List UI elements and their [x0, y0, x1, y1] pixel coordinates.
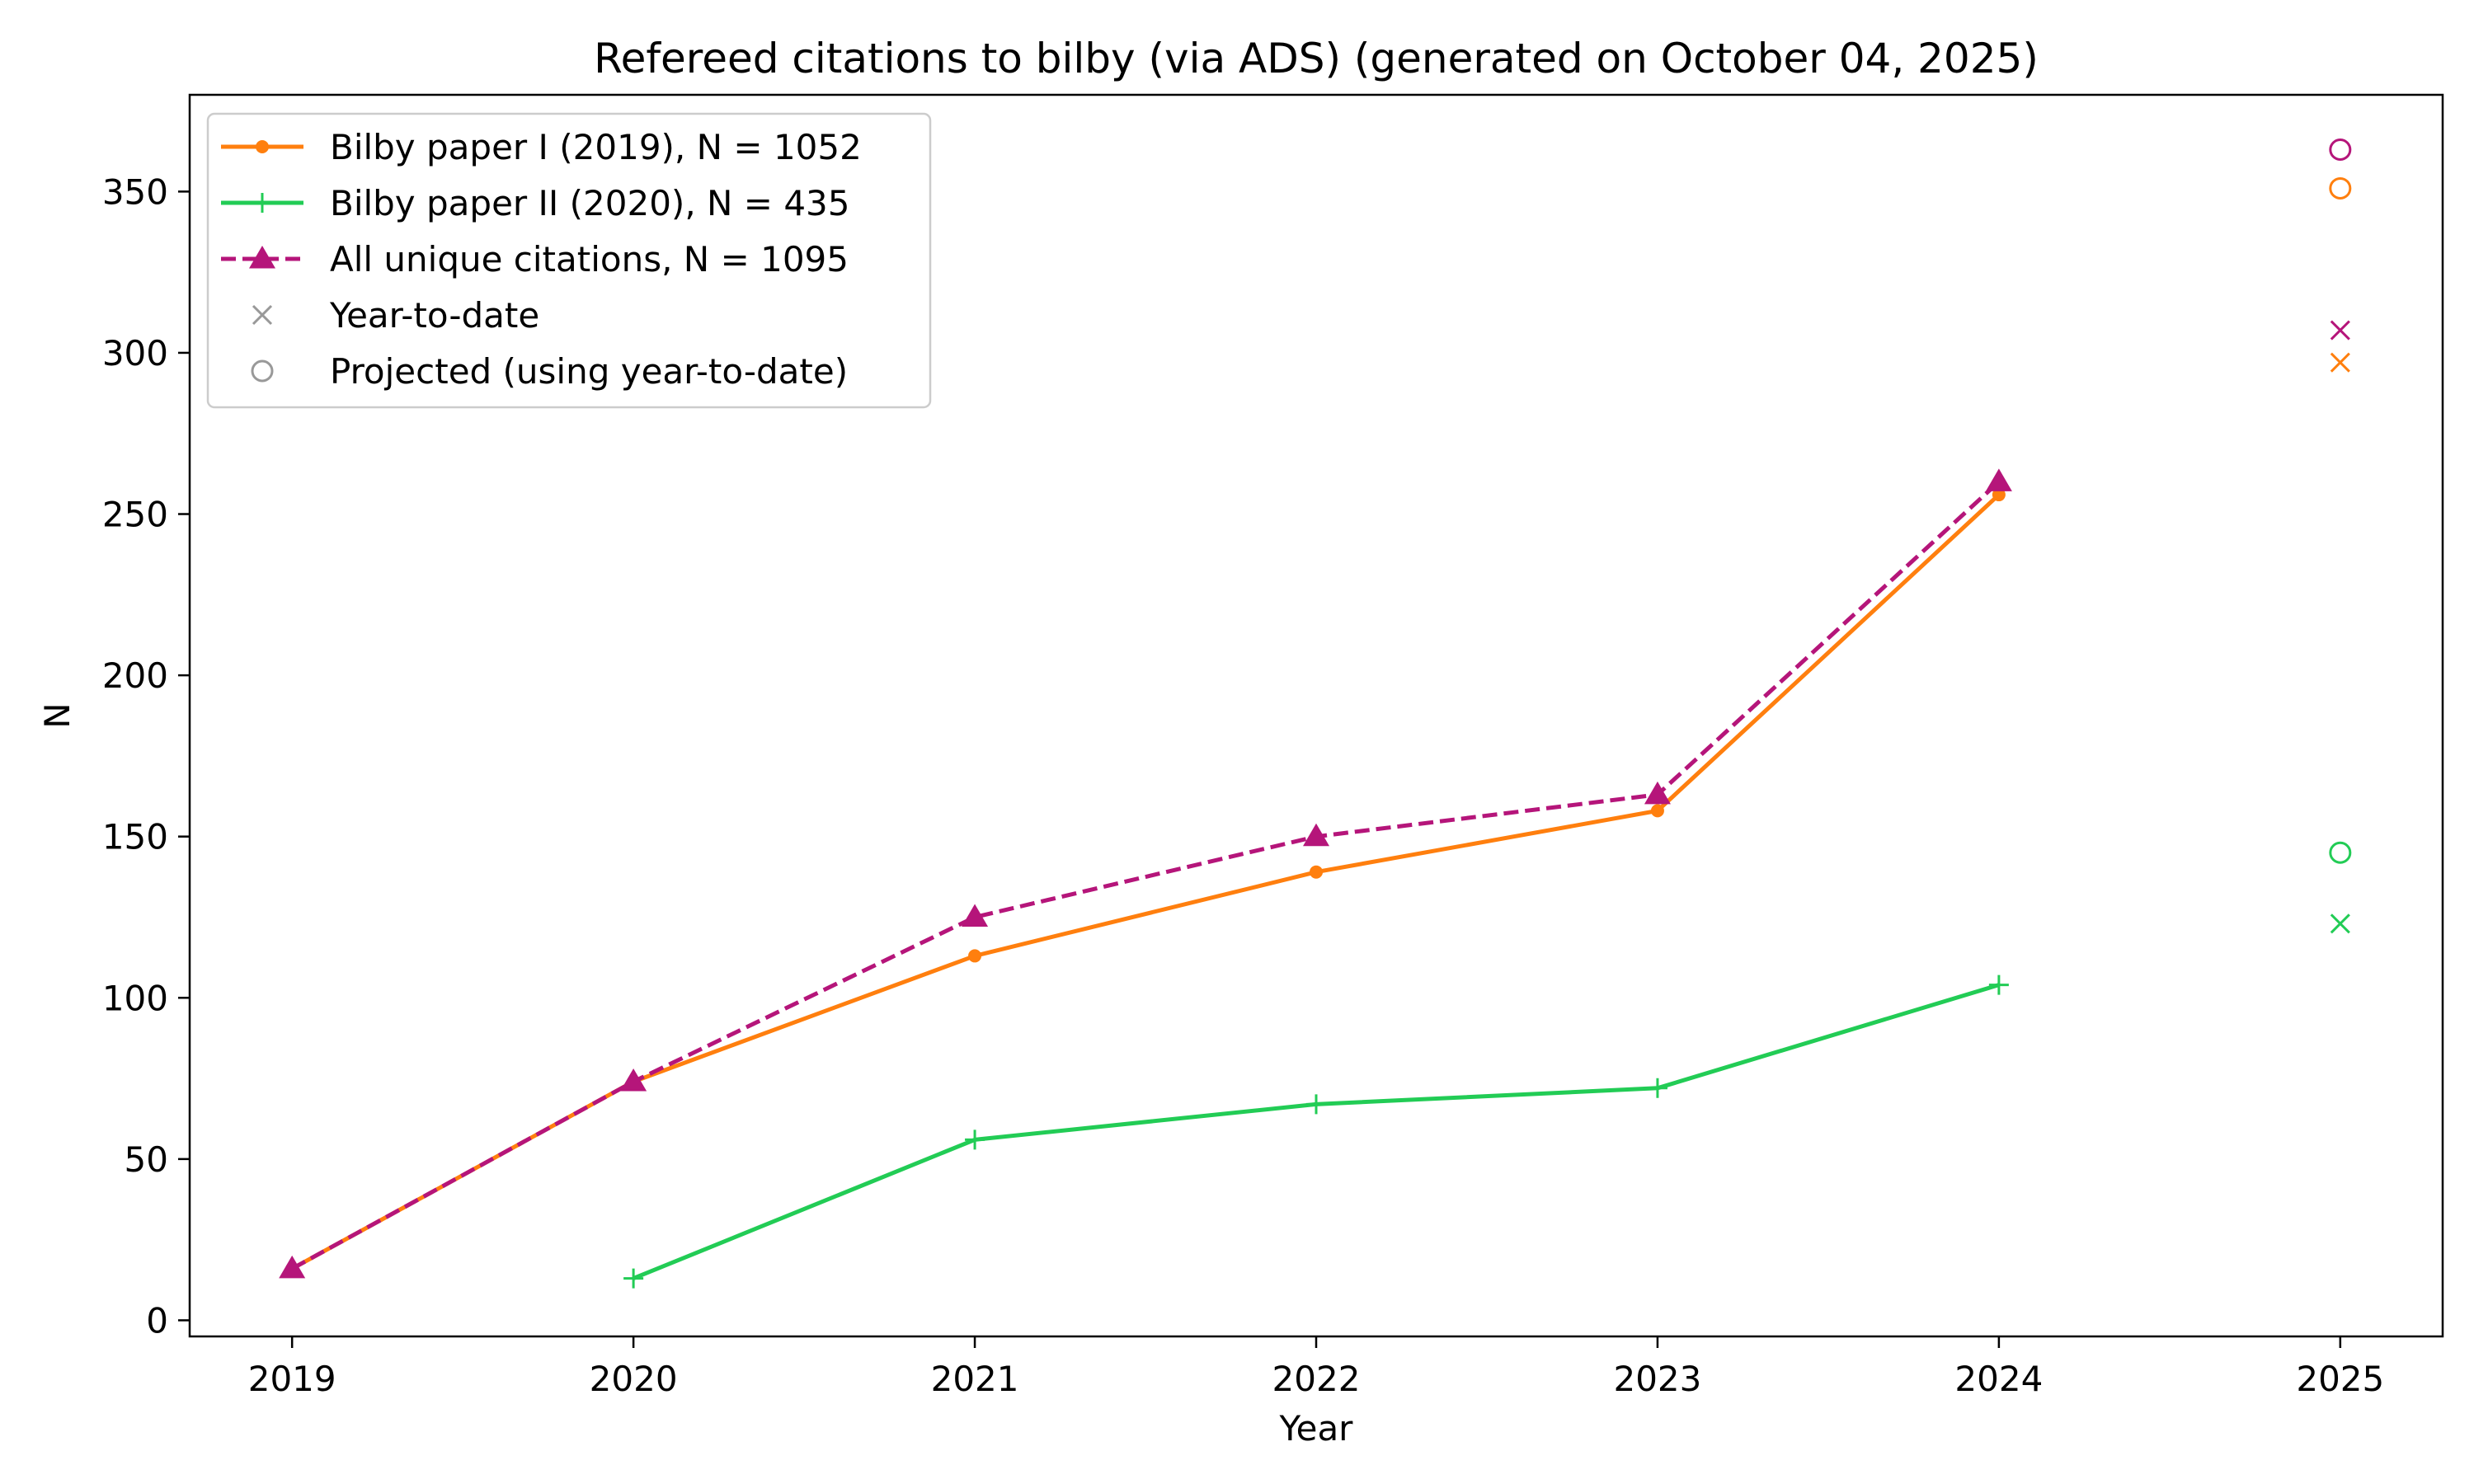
projected-point: [2329, 138, 2352, 161]
legend-marker: [252, 304, 273, 326]
x-tick-label: 2019: [248, 1359, 336, 1399]
y-tick-label: 50: [125, 1139, 168, 1180]
x-axis-title: Year: [1279, 1408, 1354, 1449]
y-axis-title: N: [37, 702, 78, 728]
x-tick-label: 2025: [2296, 1359, 2384, 1399]
data-point: [968, 949, 982, 963]
year-to-date-point: [2330, 352, 2350, 373]
x-tick-label: 2022: [1272, 1359, 1361, 1399]
data-point: [1644, 781, 1671, 805]
data-point: [279, 1255, 306, 1279]
data-point: [1985, 468, 2012, 491]
legend-marker: [251, 359, 274, 383]
data-point: [1306, 1094, 1326, 1115]
plot-frame: [188, 93, 2444, 1338]
data-point: [1310, 865, 1323, 879]
year-to-date-point: [2330, 320, 2350, 340]
y-tick-label: 150: [102, 817, 168, 857]
data-point: [962, 904, 989, 928]
projected-point: [2329, 176, 2352, 200]
data-point: [1647, 1078, 1667, 1098]
y-tick-label: 350: [102, 171, 168, 212]
data-point: [623, 1268, 644, 1289]
legend-entry: Projected (using year-to-date): [251, 351, 848, 392]
legend-frame: [206, 112, 932, 409]
series-2: [623, 974, 2009, 1289]
ticks-layer: 2019 2020 2021 2022 2023 2024 2025 0 50 100 150 200…: [102, 171, 2384, 1399]
data-point: [1303, 823, 1329, 847]
legend-label: Projected (using year-to-date): [330, 351, 848, 392]
legend-marker: [249, 246, 275, 269]
legend-entry: Bilby paper I (2019), N = 1052: [221, 127, 862, 167]
chart-title: Refereed citations to bilby (via ADS) (g…: [594, 35, 2039, 82]
y-tick-label: 300: [102, 333, 168, 373]
legend: Bilby paper I (2019), N = 1052 Bilby pape…: [206, 112, 932, 409]
y-tick-label: 200: [102, 655, 168, 696]
projected-point: [2329, 841, 2352, 864]
data-point: [620, 1068, 647, 1092]
legend-label: Bilby paper II (2020), N = 435: [330, 183, 850, 223]
data-point: [1992, 488, 2006, 502]
x-tick-label: 2021: [931, 1359, 1019, 1399]
legend-marker: [252, 193, 272, 213]
series-3: [279, 468, 2012, 1279]
y-tick-label: 100: [102, 978, 168, 1018]
year-to-date-point: [2330, 913, 2350, 934]
y-tick-label: 0: [146, 1300, 168, 1341]
x-tick-label: 2023: [1613, 1359, 1701, 1399]
data-point: [965, 1129, 985, 1150]
projection-markers: [2329, 138, 2352, 934]
data-point: [1650, 804, 1664, 818]
series-line: [290, 480, 2001, 1271]
legend-label: All unique citations, N = 1095: [330, 239, 849, 279]
legend-entry: All unique citations, N = 1095: [221, 239, 849, 279]
y-tick-label: 250: [102, 495, 168, 535]
legend-entry: Bilby paper II (2020), N = 435: [221, 183, 850, 223]
series-layer: [279, 138, 2352, 1289]
x-tick-label: 2024: [1954, 1359, 2043, 1399]
legend-entry: Year-to-date: [252, 295, 539, 336]
x-tick-label: 2020: [590, 1359, 678, 1399]
legend-label: Year-to-date: [329, 295, 539, 336]
legend-marker: [256, 140, 269, 153]
data-point: [1988, 974, 2009, 995]
legend-label: Bilby paper I (2019), N = 1052: [330, 127, 862, 167]
